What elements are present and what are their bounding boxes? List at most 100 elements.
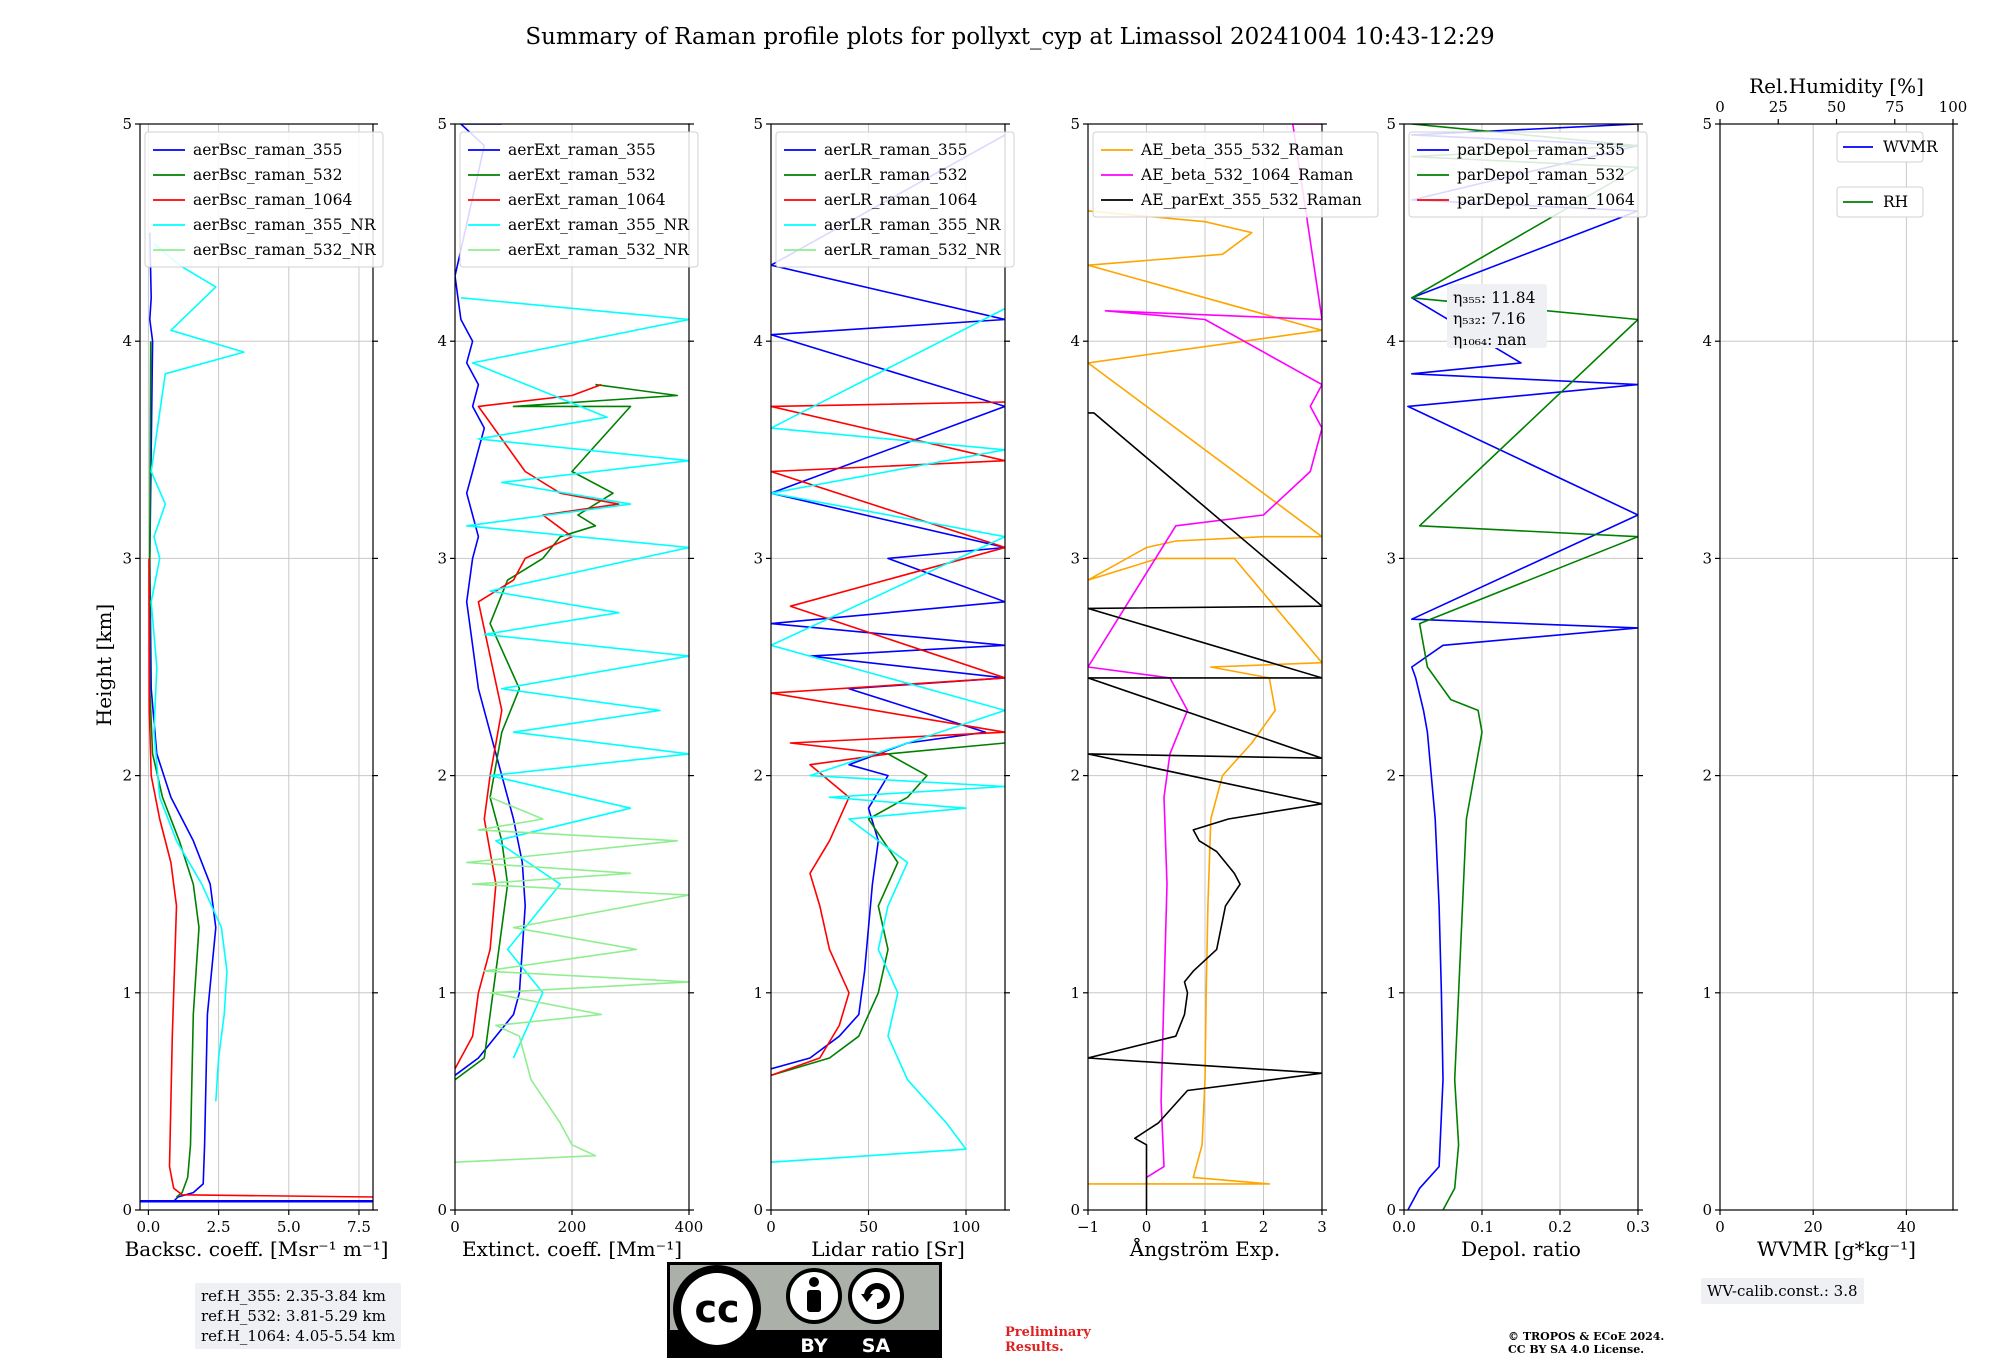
y-tick-label: 4 [1702, 332, 1712, 350]
x-tick-label: 40 [1897, 1218, 1916, 1236]
x-tick-label: 20 [1804, 1218, 1823, 1236]
legend-label: aerExt_raman_532 [508, 166, 656, 184]
sa-label: SA [862, 1335, 891, 1357]
legend-box [775, 131, 1015, 268]
y-tick-label: 3 [437, 549, 447, 567]
by-label: BY [800, 1335, 827, 1357]
series-line-aerExt_raman_355_NR [460, 297, 689, 1059]
share-alike-arrowhead [861, 1294, 873, 1302]
legend-label: aerBsc_raman_355 [193, 141, 343, 159]
x-tick-label: 3 [1317, 1218, 1327, 1236]
x-axis-label: WVMR [g*kg⁻¹] [1757, 1237, 1916, 1261]
x-tick-label: 0 [1715, 1218, 1725, 1236]
series-line-AE_parExt_355_532_Raman [1088, 412, 1322, 1210]
y-tick-label: 3 [1070, 549, 1080, 567]
series-line-aerExt_raman_532_NR [455, 796, 689, 1163]
y-tick-label: 5 [437, 115, 447, 133]
legend-label: aerLR_raman_532_NR [824, 241, 1002, 259]
legend-label: aerExt_raman_355_NR [508, 216, 690, 234]
series-line-AE_beta_532_1064_Raman [1088, 124, 1322, 1179]
legend-label: parDepol_raman_355 [1457, 141, 1625, 159]
y-tick-label: 0 [122, 1201, 132, 1219]
legend-box [459, 131, 699, 268]
series-group [1088, 124, 1322, 1210]
series-group [455, 124, 689, 1163]
y-tick-label: 0 [1702, 1201, 1712, 1219]
ref-height-355: ref.H_355: 2.35-3.84 km [201, 1287, 386, 1305]
x-tick-label: 100 [952, 1218, 981, 1236]
depol-annotation-text: η₁₀₆₄: nan [1453, 331, 1527, 349]
legend-box [1836, 186, 1924, 218]
panel-3: 0 50 100 0 1 2 3 4 5 Lidar ratio [Sr] aerLR_raman_… [753, 115, 1015, 1261]
y-tick-label: 0 [437, 1201, 447, 1219]
x-tick-label: 5.0 [277, 1218, 301, 1236]
series-line-aerBsc_raman_532 [149, 341, 200, 1198]
series-group [140, 232, 373, 1203]
y-tick-label: 1 [753, 984, 763, 1002]
legend-entry: RH [1836, 186, 1924, 218]
panel-frame [1403, 123, 1639, 1211]
x-tick-label: 50 [859, 1218, 878, 1236]
x-tick-label: 0.1 [1470, 1218, 1494, 1236]
x-tick-label: 0.3 [1626, 1218, 1650, 1236]
x-tick-label: −1 [1077, 1218, 1099, 1236]
y-tick-label: 4 [753, 332, 763, 350]
legend-box [1836, 131, 1924, 163]
y-tick-label: 1 [1702, 984, 1712, 1002]
series-line-aerLR_raman_1064 [771, 401, 1005, 1077]
x-tick-label: 2 [1259, 1218, 1269, 1236]
cc-icon-text: cc [694, 1287, 739, 1331]
y-tick-label: 3 [1702, 549, 1712, 567]
legend-label: AE_parExt_355_532_Raman [1140, 191, 1362, 209]
ref-height-1064: ref.H_1064: 4.05-5.54 km [201, 1327, 396, 1345]
y-tick-label: 5 [753, 115, 763, 133]
y-tick-label: 2 [437, 767, 447, 785]
copyright-line-1: © TROPOS & ECoE 2024. [1508, 1330, 1665, 1343]
legend-label: AE_beta_532_1064_Raman [1140, 166, 1353, 184]
legend-label: aerExt_raman_532_NR [508, 241, 690, 259]
y-tick-label: 2 [1702, 767, 1712, 785]
y-tick-label: 4 [437, 332, 447, 350]
y-tick-label: 1 [437, 984, 447, 1002]
y-tick-label: 0 [1070, 1201, 1080, 1219]
x-tick-label: 0 [1142, 1218, 1152, 1236]
x-axis-label: Depol. ratio [1461, 1237, 1581, 1261]
x-tick-label: 0.0 [136, 1218, 160, 1236]
x-tick-label: 400 [675, 1218, 704, 1236]
y-tick-label: 1 [122, 984, 132, 1002]
y-tick-label: 5 [122, 115, 132, 133]
share-alike-icon [848, 1268, 904, 1324]
legend-label: aerBsc_raman_532 [193, 166, 343, 184]
legend-label: aerExt_raman_355 [508, 141, 656, 159]
y-tick-label: 1 [1386, 984, 1396, 1002]
y-tick-label: 3 [1386, 549, 1396, 567]
legend-label: aerExt_raman_1064 [508, 191, 666, 209]
x2-axis-label: Rel.Humidity [%] [1749, 74, 1924, 98]
panel-frame [770, 123, 1006, 1211]
series-line-aerBsc_raman_355_NR [150, 242, 245, 1102]
wv-calibration-box: WV-calib.const.: 3.8 [1701, 1278, 1864, 1304]
y-tick-label: 4 [1070, 332, 1080, 350]
x2-tick-label: 25 [1769, 98, 1788, 116]
reference-heights-box: ref.H_355: 2.35-3.84 km ref.H_532: 3.81-… [195, 1283, 402, 1349]
attribution-head [809, 1277, 819, 1287]
panel-1: 0.0 2.5 5.0 7.5 0 1 2 3 4 5 Backsc. coeff. [Msr⁻¹ … [122, 115, 388, 1261]
series-line-aerBsc_raman_355 [149, 232, 217, 1202]
panel-6: 0 20 40 0 1 2 3 4 5 WVMR [g*kg⁻¹] 0 25 50 75 100 Rel.Hu… [1702, 74, 1967, 1261]
legend-label: RH [1883, 193, 1908, 211]
x-tick-label: 0.2 [1548, 1218, 1572, 1236]
x2-tick-label: 75 [1885, 98, 1904, 116]
y-tick-label: 0 [1386, 1201, 1396, 1219]
x-axis-label: Extinct. coeff. [Mm⁻¹] [462, 1237, 682, 1261]
legend-label: aerBsc_raman_532_NR [193, 241, 377, 259]
panel-frame [1719, 123, 1954, 1211]
legend-label: WVMR [1883, 138, 1939, 156]
y-axis-label: Height [km] [92, 604, 116, 726]
series-line-aerLR_raman_355_NR [771, 307, 1005, 1163]
series-line-AE_beta_355_532_Raman [1088, 210, 1322, 1185]
legend-label: parDepol_raman_1064 [1457, 191, 1635, 209]
x-axis-label: Backsc. coeff. [Msr⁻¹ m⁻¹] [125, 1237, 389, 1261]
y-tick-label: 0 [753, 1201, 763, 1219]
depol-annotation-box [1447, 284, 1547, 348]
